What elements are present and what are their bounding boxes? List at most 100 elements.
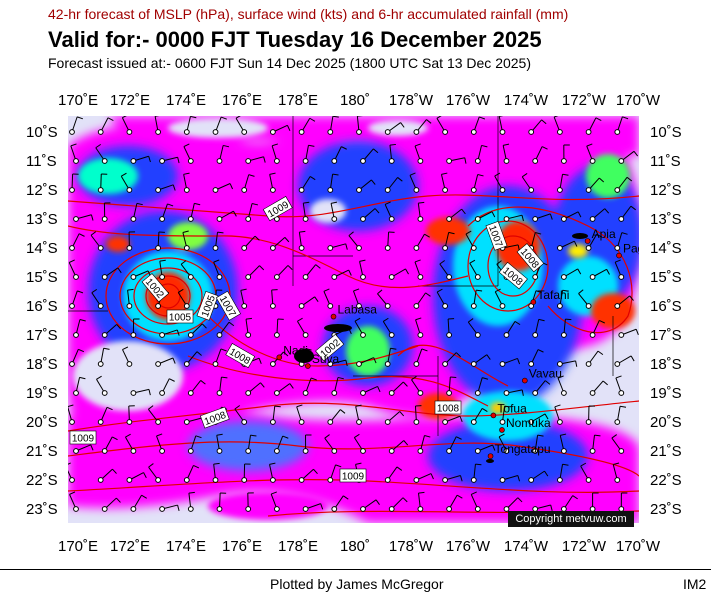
wind-barb (474, 444, 496, 454)
wind-barb (216, 144, 230, 164)
wind-barb (73, 319, 86, 338)
place-marker (487, 453, 494, 459)
wind-barb (618, 492, 628, 512)
lon-label-top: 178˚E (277, 92, 319, 109)
wind-barb (90, 231, 104, 251)
wind-barb (130, 494, 147, 512)
isobar-label: 1005 (166, 309, 194, 324)
wind-barb (561, 144, 570, 164)
wind-barb (561, 268, 582, 280)
wind-barb (413, 292, 431, 309)
wind-barb (331, 269, 352, 280)
wind-barb (470, 173, 484, 193)
lon-label-bottom: 172˚W (561, 538, 607, 555)
wind-barb (589, 208, 610, 222)
wind-barb (130, 155, 151, 164)
wind-barb (331, 376, 344, 396)
wind-barb (126, 288, 134, 309)
wind-barb (95, 143, 108, 164)
wind-barb (302, 201, 310, 222)
wind-barb (159, 378, 175, 396)
wind-barb (68, 259, 79, 280)
wind-barb (528, 470, 549, 483)
wind-barb (384, 177, 403, 193)
wind-barb (274, 435, 289, 454)
wind-barb (442, 352, 461, 367)
wind-barb (296, 404, 305, 425)
wind-barb (611, 434, 625, 454)
island-viti-levu (294, 349, 314, 363)
rain-core-tofua (490, 402, 506, 414)
wind-barb (101, 267, 122, 280)
wind-barb (553, 116, 563, 135)
wind-barb (97, 468, 117, 483)
wind-barb (614, 116, 629, 135)
wind-barb (126, 231, 136, 251)
wind-barb (245, 434, 257, 454)
footer-divider (0, 569, 711, 570)
wind-barb (465, 230, 477, 251)
wind-barb (159, 504, 180, 512)
wind-barb (384, 411, 405, 425)
wind-barb (101, 202, 111, 222)
wind-barb (241, 463, 251, 483)
wind-barb (413, 473, 434, 483)
rainfall-layer (68, 116, 639, 523)
lon-label-bottom: 172˚E (109, 538, 151, 555)
lon-label-top: 180˚ (339, 92, 371, 109)
wind-barb (241, 235, 260, 251)
wind-barb (417, 491, 425, 512)
wind-barb (274, 265, 293, 280)
wind-barb (388, 440, 409, 454)
wind-barb (446, 157, 467, 164)
wind-barb (384, 466, 403, 483)
place-marker (490, 412, 497, 419)
wind-barb (298, 176, 316, 193)
wind-barb (528, 119, 547, 135)
svg-text:1009: 1009 (72, 434, 95, 445)
wind-barb (377, 289, 391, 309)
lat-label-right: 20˚S (650, 414, 682, 431)
wind-barb (578, 289, 592, 309)
svg-text:1005: 1005 (169, 313, 192, 324)
chart-subtitle: 42-hr forecast of MSLP (hPa), surface wi… (48, 6, 569, 22)
wind-barb (302, 434, 312, 454)
lon-label-bottom: 174˚E (165, 538, 207, 555)
wind-barb (120, 172, 133, 193)
lat-label-left: 15˚S (26, 269, 58, 286)
isobar-label: 1009 (339, 468, 367, 483)
rain-core-northwest (106, 236, 130, 252)
wind-barb (212, 116, 227, 135)
wind-barb (68, 462, 75, 483)
wind-barb (216, 376, 228, 396)
wind-barb (183, 464, 200, 483)
rain-band-south (428, 421, 588, 491)
wind-barb (270, 405, 281, 425)
place-label: Nomuka (506, 416, 551, 430)
wind-barb (388, 143, 396, 164)
wind-barb (589, 268, 610, 280)
wind-barb (413, 233, 430, 251)
wind-barb (589, 492, 599, 512)
wind-barb (70, 143, 79, 164)
lon-label-top: 170˚E (57, 92, 99, 109)
wind-barb (417, 201, 425, 222)
boundary-lines (68, 116, 614, 436)
wind-barb (187, 323, 207, 338)
wind-barb (159, 259, 166, 280)
lat-label-left: 21˚S (26, 443, 58, 460)
wind-barb (498, 433, 510, 454)
place-label: Labasa (338, 303, 378, 317)
wind-barb (327, 359, 348, 367)
wind-barb (494, 288, 506, 309)
wind-barb (614, 232, 628, 251)
wind-barb (96, 375, 108, 396)
wind-barb (442, 475, 463, 483)
lat-label-left: 17˚S (26, 327, 58, 344)
wind-barb (298, 117, 316, 135)
lon-label-top: 170˚W (615, 92, 661, 109)
wind-barb (125, 433, 137, 454)
lat-label-right: 18˚S (650, 356, 682, 373)
rain-heavy-central (346, 326, 390, 376)
